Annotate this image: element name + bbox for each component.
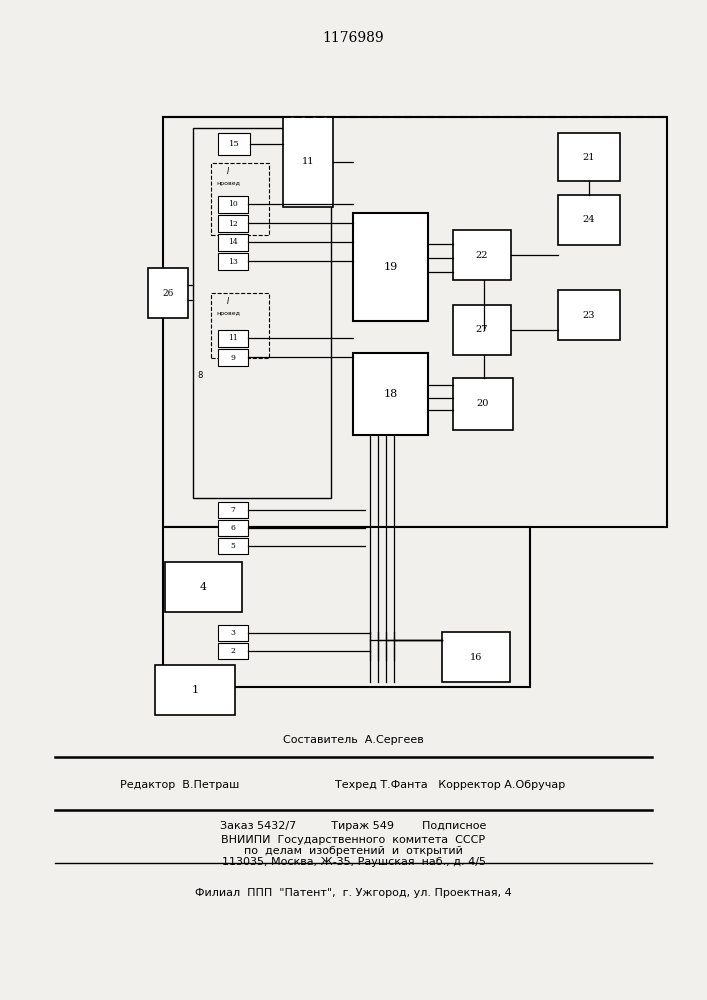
Text: по  делам  изобретений  и  открытий: по делам изобретений и открытий [244, 846, 463, 856]
Bar [218, 215, 248, 232]
Text: Составитель  А.Сергеев: Составитель А.Сергеев [283, 735, 424, 745]
Bar [218, 520, 248, 536]
Bar [218, 234, 248, 251]
Bar [218, 133, 250, 155]
Text: 11: 11 [302, 157, 314, 166]
Text: 9: 9 [230, 354, 235, 361]
Text: 16: 16 [470, 652, 482, 662]
Text: 113035, Москва, Ж-35, Раушская  наб., д. 4/5: 113035, Москва, Ж-35, Раушская наб., д. … [221, 857, 486, 867]
Bar [453, 230, 511, 280]
Text: 1176989: 1176989 [322, 31, 385, 45]
Bar [218, 349, 248, 366]
Bar [163, 117, 667, 527]
Text: 3: 3 [230, 629, 235, 637]
Text: 13: 13 [228, 257, 238, 265]
Text: 10: 10 [228, 200, 238, 209]
Text: Филиал  ППП  "Патент",  г. Ужгород, ул. Проектная, 4: Филиал ППП "Патент", г. Ужгород, ул. Про… [195, 888, 512, 898]
Text: 18: 18 [383, 389, 397, 399]
Text: Заказ 5432/7          Тираж 549        Подписное: Заказ 5432/7 Тираж 549 Подписное [221, 821, 486, 831]
Text: I: I [227, 167, 229, 176]
Text: 6: 6 [230, 524, 235, 532]
Text: 21: 21 [583, 152, 595, 161]
Bar [353, 353, 428, 435]
Text: 7: 7 [230, 506, 235, 514]
Text: Редактор  В.Петраш: Редактор В.Петраш [120, 780, 240, 790]
Text: нpoвед: нpoвед [216, 180, 240, 186]
Text: Техред Т.Фанта   Корректор А.Обручар: Техред Т.Фанта Корректор А.Обручар [335, 780, 565, 790]
Bar [218, 196, 248, 213]
Text: 24: 24 [583, 216, 595, 225]
Text: 1: 1 [192, 685, 199, 695]
Text: 26: 26 [163, 288, 174, 298]
Text: 5: 5 [230, 542, 235, 550]
Bar [218, 625, 248, 641]
Bar [218, 538, 248, 554]
Text: 27: 27 [476, 326, 489, 334]
Bar [283, 117, 333, 207]
Bar [453, 378, 513, 430]
Bar [193, 128, 331, 498]
Bar [442, 632, 510, 682]
Text: 11: 11 [228, 334, 238, 342]
Text: 4: 4 [200, 582, 207, 592]
Bar [558, 133, 620, 181]
Text: 8: 8 [197, 370, 203, 379]
Text: 12: 12 [228, 220, 238, 228]
Text: I: I [227, 298, 229, 306]
Bar [155, 665, 235, 715]
Bar [218, 502, 248, 518]
Bar [218, 330, 248, 347]
Bar [163, 527, 530, 687]
Text: 23: 23 [583, 310, 595, 320]
Bar [211, 293, 269, 358]
Text: 19: 19 [383, 262, 397, 272]
Bar [218, 643, 248, 659]
Bar [453, 305, 511, 355]
Bar [148, 268, 188, 318]
Text: 14: 14 [228, 238, 238, 246]
Text: 15: 15 [228, 140, 240, 148]
Bar [353, 213, 428, 321]
Text: 20: 20 [477, 399, 489, 408]
Bar [558, 195, 620, 245]
Bar [165, 562, 242, 612]
Text: 2: 2 [230, 647, 235, 655]
Bar [211, 163, 269, 235]
Text: ВНИИПИ  Государственного  комитета  СССР: ВНИИПИ Государственного комитета СССР [221, 835, 486, 845]
Text: нpoвед: нpoвед [216, 310, 240, 316]
Bar [218, 253, 248, 270]
Text: 22: 22 [476, 250, 489, 259]
Bar [558, 290, 620, 340]
